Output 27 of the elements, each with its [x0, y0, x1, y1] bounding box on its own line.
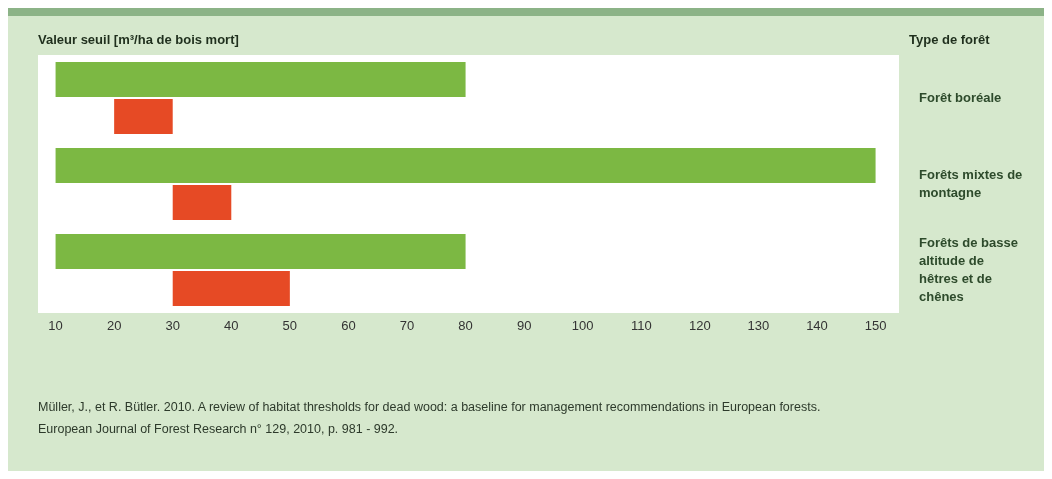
bar [55, 233, 466, 269]
x-tick-label: 100 [571, 318, 594, 334]
x-tick-label: 20 [106, 318, 122, 334]
x-tick-label: 50 [282, 318, 298, 334]
x-tick-label: 110 [630, 318, 652, 334]
y-axis-title: Type de forêt [909, 32, 990, 47]
x-tick-label: 80 [458, 318, 473, 334]
text: Müller, J., et R. Bütler. 2010. A review of habitat thresholds for dead wood: a baseline for management recommendations in European forests. European Journal of Forest Research n° 129, 2010, p. 981 - 992. [38, 400, 821, 436]
x-tick-label: 150 [864, 318, 887, 334]
x-tick-label: 70 [399, 318, 415, 334]
y-tick-label: Forêts de basse altitude de hêtres et de chênes [919, 235, 1018, 304]
bar [55, 147, 876, 183]
bar [114, 98, 173, 134]
x-tick-label: 40 [224, 318, 239, 334]
x-tick-label: 90 [516, 318, 532, 334]
x-tick-label: 10 [48, 318, 63, 334]
chart-title: Valeur seuil [m³/ha de bois mort] [38, 32, 239, 47]
x-tick-label: 60 [341, 318, 356, 334]
bar [172, 184, 232, 220]
bar [172, 270, 290, 306]
x-tick-label: 120 [689, 318, 711, 334]
y-tick-label: Forêt boréale [919, 90, 1002, 105]
bar [55, 61, 466, 97]
x-tick-label: 130 [747, 318, 770, 334]
x-tick-label: 30 [165, 318, 180, 334]
x-tick-label: 140 [806, 318, 828, 334]
y-tick-label: Forêts mixtes de montagne [919, 167, 1023, 200]
